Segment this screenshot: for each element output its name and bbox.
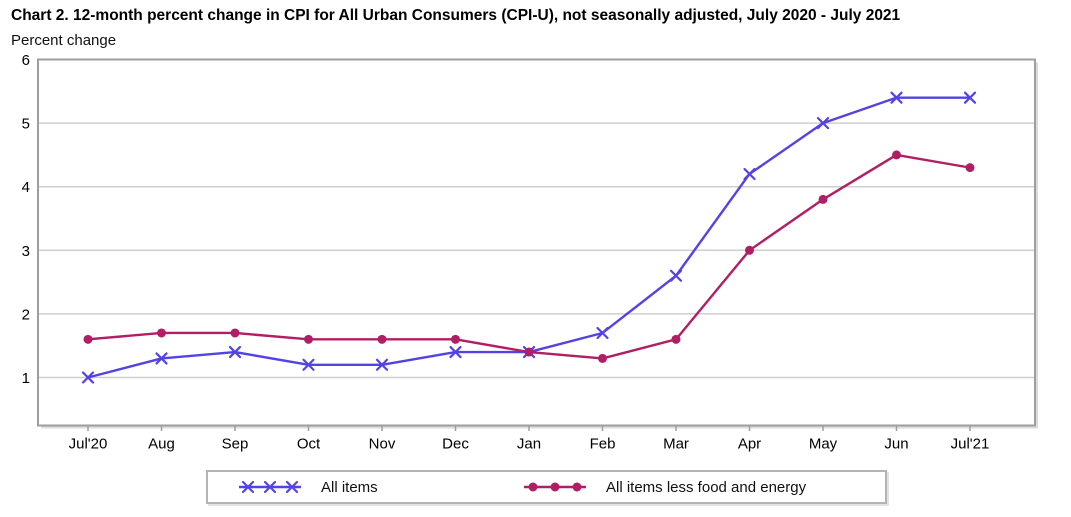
series-marker-dot xyxy=(745,245,754,255)
x-tick-label: Feb xyxy=(590,436,616,453)
series-line xyxy=(86,153,972,360)
legend-item-all-items: All items xyxy=(238,472,378,502)
swatch-marker-dot xyxy=(528,482,538,492)
series-marker-dot xyxy=(524,347,534,357)
swatch-marker-x xyxy=(241,480,255,494)
legend-label-core: All items less food and energy xyxy=(606,478,807,496)
series-marker-x xyxy=(669,269,683,282)
series-marker-dot xyxy=(304,334,313,344)
swatch-marker-dot xyxy=(572,482,582,492)
plot-border xyxy=(37,58,1036,427)
series-marker-dot xyxy=(451,334,460,344)
x-tick-label: Jul'21 xyxy=(951,436,990,453)
y-tick-label: 3 xyxy=(22,243,30,260)
series-line xyxy=(86,96,972,379)
y-tick-label: 6 xyxy=(22,52,30,69)
x-tick-label: Nov xyxy=(369,436,396,453)
y-tick-label: 2 xyxy=(22,306,30,323)
y-tick-label: 4 xyxy=(22,179,30,196)
series-marker-dot xyxy=(157,328,166,338)
series-marker-dot xyxy=(83,334,93,344)
series-marker-x xyxy=(228,345,242,359)
x-tick-label: Jul'20 xyxy=(69,436,108,453)
x-tick-label: Mar xyxy=(663,436,689,453)
x-tick-label: May xyxy=(809,436,838,453)
x-tick-label: Jan xyxy=(517,436,541,453)
series-marker-x xyxy=(449,345,462,359)
x-tick-label: Apr xyxy=(738,436,761,453)
swatch-marker-dot xyxy=(550,482,560,492)
series-marker-dot xyxy=(598,353,607,363)
series-marker-x xyxy=(375,358,389,371)
y-tick-label: 5 xyxy=(22,116,30,133)
series-marker-dot xyxy=(230,328,240,338)
series-marker-dot xyxy=(818,194,828,204)
series-marker-dot xyxy=(671,334,681,344)
series-marker-x xyxy=(890,91,903,104)
series-marker-x xyxy=(302,358,315,371)
x-tick-label: Oct xyxy=(297,436,321,453)
series-marker-dot xyxy=(892,150,901,160)
swatch-marker-x xyxy=(285,480,299,494)
series-marker-x xyxy=(596,326,609,340)
y-axis-unit-caption: Percent change xyxy=(11,32,117,49)
all-items-line-swatch xyxy=(239,480,301,494)
series-marker-dot xyxy=(965,163,975,173)
series-marker-x xyxy=(816,117,830,130)
series-marker-x xyxy=(155,352,168,365)
x-tick-label: Sep xyxy=(222,436,249,453)
swatch-marker-x xyxy=(263,480,277,494)
line-chart-plot: 1 2 3 4 5 6 Jul'20 Aug Sep Oct Nov Dec Jan Feb Mar Apr M… xyxy=(22,52,1038,453)
series-marker-x xyxy=(963,91,977,104)
legend-item-core: All items less food and energy xyxy=(523,472,806,502)
x-tick-label: Aug xyxy=(148,436,175,453)
chart-title: Chart 2. 12-month percent change in CPI … xyxy=(11,7,901,24)
series-marker-dot xyxy=(377,334,387,344)
core-line-swatch xyxy=(524,482,586,492)
legend-label-all-items: All items xyxy=(321,478,378,496)
chart-legend: All items All items less food and energy xyxy=(206,470,887,504)
x-tick-label: Dec xyxy=(442,436,469,453)
y-tick-label: 1 xyxy=(22,370,30,387)
x-tick-label: Jun xyxy=(884,436,908,453)
series-marker-x xyxy=(81,371,95,384)
series-marker-x xyxy=(743,167,756,181)
